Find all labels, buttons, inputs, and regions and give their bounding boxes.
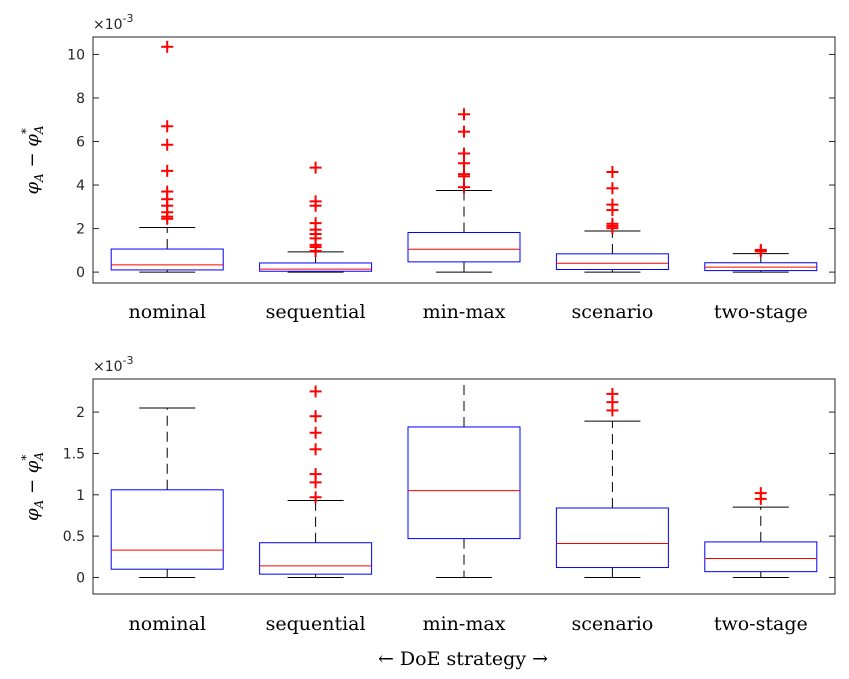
axes-frame: [92, 378, 836, 595]
bottom-box-plot-panel: 0 0.5 1 1.5 2 ×10-3 φA − φ*A nominal sequential m…: [19, 354, 836, 635]
iqr-box: [407, 426, 521, 540]
outlier-marker: [606, 387, 619, 400]
outlier-marker: [458, 108, 470, 121]
x-axis-label: ← DoE strategy →: [378, 648, 548, 670]
x-tick-label-two-stage: two-stage: [714, 613, 808, 635]
outlier-marker: [754, 243, 767, 256]
outlier-marker: [309, 468, 322, 481]
outlier-marker: [309, 410, 322, 423]
outlier-marker: [458, 147, 470, 160]
x-tick-label-sequential: sequential: [266, 301, 366, 323]
x-tick-label-scenario: scenario: [571, 613, 653, 635]
box-nominal: [110, 407, 224, 578]
x-tick-label-nominal: nominal: [128, 301, 205, 323]
y-tick-label: 0.5: [63, 529, 85, 545]
iqr-box: [555, 507, 669, 569]
outlier-marker: [161, 120, 174, 133]
box-nominal: [110, 40, 224, 273]
y-exponent-power: -3: [123, 354, 134, 367]
outlier-marker: [309, 195, 322, 208]
y-axis-label: φA − φ*A: [19, 125, 46, 194]
y-exponent-label: ×10-3: [93, 12, 134, 33]
x-tick-label-nominal: nominal: [128, 613, 205, 635]
iqr-box: [259, 542, 373, 575]
iqr-box: [110, 489, 224, 570]
x-tick-label-two-stage: two-stage: [714, 301, 808, 323]
outlier-marker: [309, 491, 322, 504]
box-sequential: [259, 161, 373, 273]
x-tick-label-sequential: sequential: [266, 613, 366, 635]
y-tick-label: 2: [76, 222, 85, 238]
y-tick-label: 1: [76, 488, 85, 504]
y-tick-label: 0: [76, 570, 85, 586]
y-tick-label: 6: [76, 134, 85, 150]
box-two-stage: [704, 243, 818, 273]
y-tick-label: 2: [76, 405, 85, 421]
box-min-max: [407, 108, 521, 273]
y-tick-label: 0: [76, 265, 85, 281]
y-tick-label: 4: [76, 178, 85, 194]
box-scenario: [555, 165, 669, 273]
outlier-marker: [458, 181, 470, 194]
y-exponent-power: -3: [123, 12, 134, 25]
outlier-marker: [606, 198, 619, 211]
top-box-plot-panel: 0 2 4 6 8 10 ×10-3 φA − φ*A nominal sequential min…: [19, 12, 836, 323]
outlier-marker: [458, 168, 470, 181]
iqr-box: [110, 248, 224, 271]
outlier-marker: [161, 40, 174, 53]
outlier-marker: [309, 161, 322, 174]
x-tick-label-min-max: min-max: [423, 613, 506, 635]
outlier-marker: [606, 165, 619, 178]
x-tick-label-min-max: min-max: [423, 301, 506, 323]
iqr-box: [704, 541, 818, 573]
box-sequential: [259, 385, 373, 578]
axes-frame: [92, 36, 836, 284]
outlier-marker: [309, 426, 322, 439]
y-axis-label: φA − φ*A: [19, 452, 46, 521]
y-tick-label: 8: [76, 91, 85, 107]
outlier-marker: [161, 138, 174, 151]
iqr-box: [407, 231, 521, 263]
outlier-marker: [309, 217, 322, 230]
x-tick-label-scenario: scenario: [571, 301, 653, 323]
outlier-marker: [161, 164, 174, 177]
box-two-stage: [704, 487, 818, 578]
outlier-marker: [309, 385, 322, 398]
y-exponent-label: ×10-3: [93, 354, 134, 375]
iqr-box: [555, 253, 669, 271]
y-tick-label: 10: [67, 47, 85, 63]
box-scenario: [555, 387, 669, 578]
box-min-max: [407, 379, 521, 578]
outlier-marker: [161, 185, 174, 198]
outlier-marker: [754, 487, 767, 500]
outlier-marker: [606, 182, 619, 195]
y-tick-label: 1.5: [63, 446, 85, 462]
outlier-marker: [309, 443, 322, 456]
outlier-marker: [458, 125, 470, 138]
iqr-box: [259, 262, 373, 272]
outlier-marker: [606, 217, 619, 230]
